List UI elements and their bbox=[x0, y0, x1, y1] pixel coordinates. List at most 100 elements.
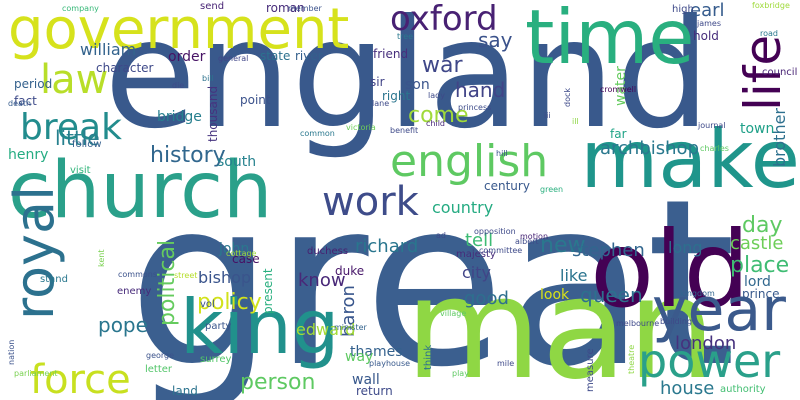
word: henry bbox=[8, 147, 49, 163]
word: order bbox=[168, 49, 206, 65]
word: like bbox=[560, 266, 588, 285]
word: common bbox=[300, 129, 335, 138]
word: far bbox=[610, 127, 627, 141]
word: sir bbox=[370, 75, 385, 89]
word: john bbox=[219, 241, 250, 257]
word: authority bbox=[720, 384, 766, 395]
word: roman bbox=[266, 1, 305, 15]
word: present bbox=[261, 268, 275, 314]
word: vol bbox=[200, 299, 215, 310]
word: south bbox=[217, 154, 257, 170]
word: green bbox=[540, 185, 564, 194]
word: ill bbox=[572, 117, 579, 126]
word: day bbox=[742, 213, 783, 238]
word: character bbox=[96, 61, 154, 75]
word: duke bbox=[335, 264, 365, 278]
word: political bbox=[155, 239, 180, 326]
word: play bbox=[452, 369, 469, 378]
word: surrey bbox=[200, 354, 232, 365]
word: letter bbox=[145, 364, 173, 375]
word: playhouse bbox=[369, 359, 411, 368]
word: general bbox=[218, 54, 249, 63]
word: building bbox=[660, 317, 693, 326]
word: party bbox=[205, 321, 232, 332]
word: point bbox=[240, 93, 271, 107]
word: edward bbox=[296, 320, 356, 339]
word: know bbox=[298, 270, 346, 291]
word: century bbox=[484, 179, 530, 193]
word: come bbox=[408, 103, 469, 128]
word: enemy bbox=[117, 286, 152, 297]
word: royal bbox=[3, 185, 66, 320]
word: kingdom bbox=[680, 289, 715, 298]
word: town bbox=[740, 121, 775, 137]
word: send bbox=[200, 1, 225, 12]
word: place bbox=[730, 253, 790, 278]
word: time bbox=[525, 0, 695, 81]
word: country bbox=[432, 198, 494, 217]
word: village bbox=[440, 309, 467, 318]
word: parliament bbox=[14, 369, 58, 378]
word: kent bbox=[97, 249, 106, 267]
word: death bbox=[8, 99, 32, 108]
word: theatre bbox=[627, 344, 636, 374]
word: new bbox=[540, 233, 586, 258]
word: archbishop bbox=[600, 138, 699, 159]
word: thousand bbox=[206, 85, 220, 142]
word: castle bbox=[730, 233, 784, 254]
word: policy bbox=[197, 290, 262, 315]
word: george bbox=[146, 351, 175, 360]
word: lord bbox=[744, 274, 771, 290]
word: make bbox=[580, 113, 800, 206]
word: motion bbox=[520, 232, 549, 241]
word: william bbox=[80, 40, 137, 59]
word: think bbox=[423, 344, 434, 370]
word: melbourne bbox=[616, 319, 660, 328]
word: right bbox=[382, 89, 411, 103]
word: government bbox=[8, 0, 350, 62]
word: little bbox=[55, 126, 100, 150]
word: mile bbox=[497, 359, 515, 368]
word: bridge bbox=[157, 109, 202, 125]
word: history bbox=[150, 143, 226, 168]
word: london bbox=[675, 333, 737, 354]
word: river bbox=[295, 49, 323, 63]
word: period bbox=[14, 77, 53, 91]
word: hand bbox=[455, 78, 506, 102]
word: child bbox=[426, 119, 445, 128]
word: bill bbox=[202, 74, 214, 83]
word: hill bbox=[496, 149, 508, 158]
word: majesty bbox=[456, 249, 496, 260]
word: man bbox=[405, 248, 716, 400]
word: charles bbox=[700, 144, 729, 153]
word: earl bbox=[690, 0, 725, 21]
word: england bbox=[104, 0, 711, 162]
word: house bbox=[660, 378, 715, 399]
word: council bbox=[762, 67, 798, 78]
word: richard bbox=[355, 236, 419, 257]
word: benefit bbox=[390, 126, 419, 135]
word: good bbox=[464, 288, 509, 309]
word: journal bbox=[698, 121, 726, 130]
word: hold bbox=[693, 29, 719, 43]
word: die bbox=[172, 81, 185, 90]
word: brother bbox=[770, 107, 789, 167]
word: old bbox=[590, 209, 751, 331]
word: power bbox=[638, 334, 781, 388]
word: committee bbox=[479, 246, 523, 255]
word: princess bbox=[458, 103, 492, 112]
word: fact bbox=[14, 94, 37, 108]
word: friend bbox=[373, 47, 409, 61]
word: minister bbox=[334, 323, 367, 332]
word: albert bbox=[515, 237, 539, 246]
word: king bbox=[180, 283, 340, 371]
word: say bbox=[478, 28, 513, 52]
word: company bbox=[62, 4, 99, 13]
word: force bbox=[30, 357, 131, 400]
word: stand bbox=[40, 274, 68, 285]
word: commons bbox=[118, 270, 158, 279]
word: return bbox=[356, 384, 393, 398]
word: iii bbox=[544, 111, 551, 120]
word: look bbox=[540, 287, 570, 303]
